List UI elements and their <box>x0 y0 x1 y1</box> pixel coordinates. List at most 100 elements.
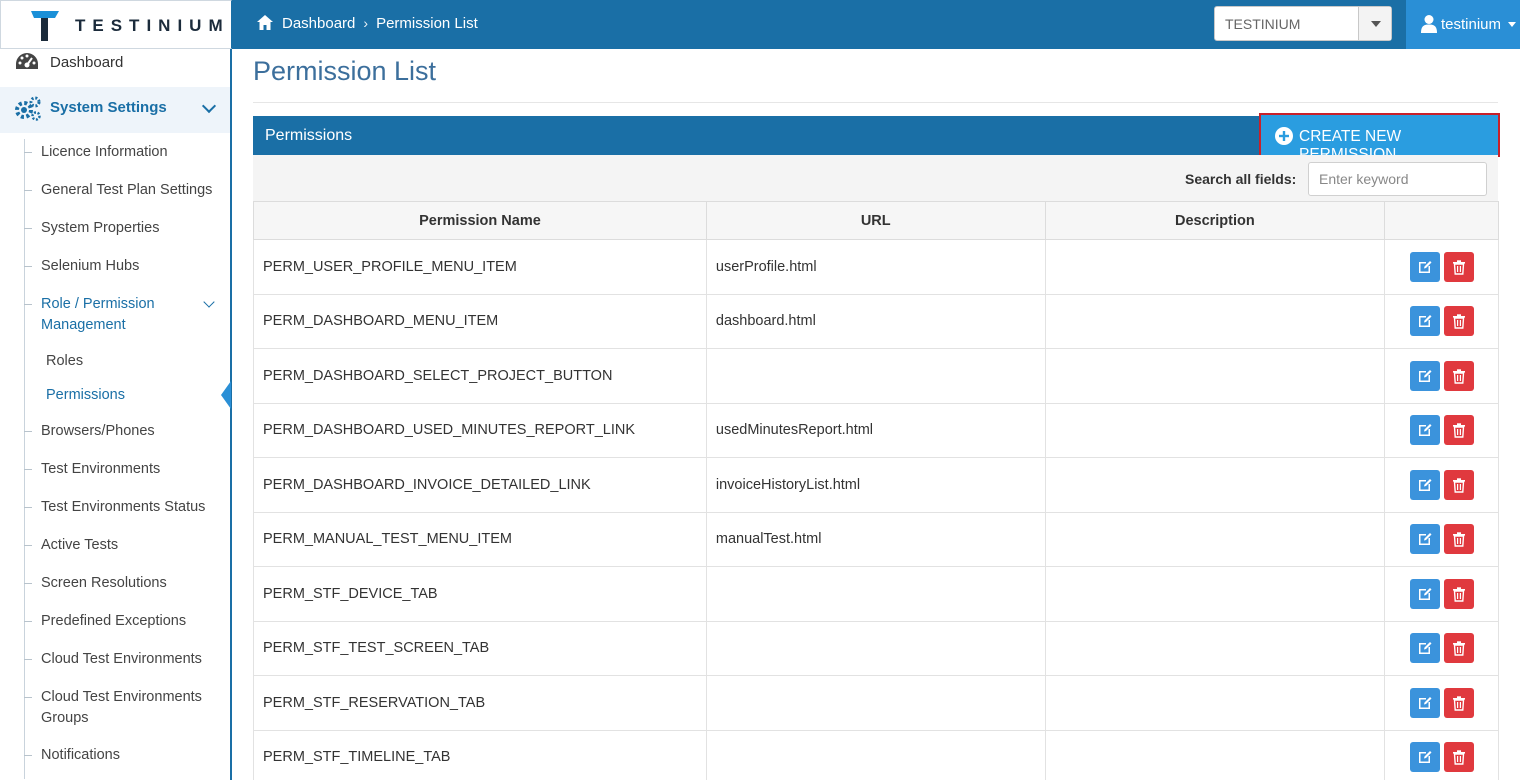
delete-button[interactable] <box>1443 360 1474 391</box>
trash-icon <box>1452 260 1465 275</box>
actions-cell <box>1384 348 1499 404</box>
description-cell <box>1044 348 1386 404</box>
edit-icon <box>1418 260 1432 273</box>
search-bar <box>253 155 1498 201</box>
trash-icon <box>1452 696 1465 711</box>
sidebar-item-role-permission-management[interactable]: Role / Permission Management <box>24 294 171 336</box>
edit-button[interactable] <box>1409 469 1440 500</box>
url-cell <box>705 620 1046 676</box>
description-cell <box>1044 675 1386 731</box>
trash-icon <box>1452 314 1465 329</box>
delete-button[interactable] <box>1443 251 1474 282</box>
tree-line <box>24 139 25 779</box>
delete-button[interactable] <box>1443 415 1474 446</box>
sidebar-item-browsers-phones[interactable]: Browsers/Phones <box>24 421 155 442</box>
trash-icon <box>1452 587 1465 602</box>
sidebar-item-general-test-plan-settings[interactable]: General Test Plan Settings <box>24 180 212 201</box>
table-row: PERM_MANUAL_TEST_MENU_ITEM manualTest.ht… <box>253 511 1499 567</box>
permission-name-cell: PERM_STF_TEST_SCREEN_TAB <box>253 620 707 676</box>
sidebar-item-cloud-test-environments-groups[interactable]: Cloud Test Environments Groups <box>24 687 216 729</box>
sidebar-item-roles[interactable]: Roles <box>46 353 84 369</box>
actions-cell <box>1384 729 1499 780</box>
top-bar: TESTINIUM Dashboard › Permission List TE… <box>0 0 1520 49</box>
sidebar-item-active-tests[interactable]: Active Tests <box>24 535 118 556</box>
actions-cell <box>1384 620 1499 676</box>
column-header-url[interactable]: URL <box>705 201 1046 240</box>
url-cell: manualTest.html <box>705 511 1046 567</box>
sidebar-item-cloud-test-environments[interactable]: Cloud Test Environments <box>24 649 202 670</box>
permission-name-cell: PERM_DASHBOARD_USED_MINUTES_REPORT_LINK <box>253 402 707 458</box>
sidebar-item-notifications[interactable]: Notifications <box>24 745 120 766</box>
delete-button[interactable] <box>1443 578 1474 609</box>
column-header-permission-name[interactable]: Permission Name <box>253 201 707 240</box>
sidebar-item-selenium-hubs[interactable]: Selenium Hubs <box>24 256 139 277</box>
trash-icon <box>1452 423 1465 438</box>
permission-name-cell: PERM_STF_DEVICE_TAB <box>253 566 707 622</box>
edit-button[interactable] <box>1409 524 1440 555</box>
description-cell <box>1044 239 1386 295</box>
permission-name-cell: PERM_DASHBOARD_INVOICE_DETAILED_LINK <box>253 457 707 513</box>
chevron-down-icon[interactable] <box>203 296 215 308</box>
sidebar-item-system-properties[interactable]: System Properties <box>24 218 159 239</box>
sidebar-item-test-environments-status[interactable]: Test Environments Status <box>24 497 205 518</box>
testinium-logo-icon <box>31 11 59 41</box>
sidebar-item-permissions[interactable]: Permissions <box>46 387 125 403</box>
actions-cell <box>1384 675 1499 731</box>
delete-button[interactable] <box>1443 306 1474 337</box>
home-icon[interactable] <box>256 14 274 32</box>
description-cell <box>1044 620 1386 676</box>
table-row: PERM_STF_TIMELINE_TAB <box>253 729 1499 780</box>
description-cell <box>1044 293 1386 349</box>
url-cell: dashboard.html <box>705 293 1046 349</box>
edit-button[interactable] <box>1409 687 1440 718</box>
project-select[interactable]: TESTINIUM <box>1214 6 1392 41</box>
column-header-description[interactable]: Description <box>1044 201 1386 240</box>
edit-icon <box>1418 642 1432 655</box>
trash-icon <box>1452 641 1465 656</box>
edit-button[interactable] <box>1409 742 1440 773</box>
edit-icon <box>1418 478 1432 491</box>
trash-icon <box>1452 532 1465 547</box>
create-new-permission-button[interactable]: CREATE NEW PERMISSION <box>1259 113 1500 163</box>
chevron-down-icon[interactable] <box>201 98 217 114</box>
delete-button[interactable] <box>1443 633 1474 664</box>
permission-name-cell: PERM_DASHBOARD_MENU_ITEM <box>253 293 707 349</box>
sidebar-item-system-settings[interactable]: System Settings <box>0 87 230 133</box>
dropdown-arrow-icon[interactable] <box>1358 7 1391 40</box>
sidebar-item-screen-resolutions[interactable]: Screen Resolutions <box>24 573 167 594</box>
logo[interactable]: TESTINIUM <box>0 0 232 49</box>
delete-button[interactable] <box>1443 469 1474 500</box>
breadcrumb-separator: › <box>363 15 369 31</box>
trash-icon <box>1452 750 1465 765</box>
url-cell <box>705 348 1046 404</box>
edit-button[interactable] <box>1409 633 1440 664</box>
edit-button[interactable] <box>1409 251 1440 282</box>
edit-button[interactable] <box>1409 415 1440 446</box>
trash-icon <box>1452 478 1465 493</box>
edit-button[interactable] <box>1409 306 1440 337</box>
sidebar-item-test-environments[interactable]: Test Environments <box>24 459 160 480</box>
edit-button[interactable] <box>1409 360 1440 391</box>
table-row: PERM_USER_PROFILE_MENU_ITEM userProfile.… <box>253 239 1499 295</box>
gears-icon <box>15 96 41 121</box>
delete-button[interactable] <box>1443 687 1474 718</box>
edit-icon <box>1418 751 1432 764</box>
dashboard-gauge-icon <box>16 53 38 69</box>
sidebar-item-licence-information[interactable]: Licence Information <box>24 142 168 163</box>
search-input[interactable] <box>1308 162 1487 196</box>
sidebar-item-predefined-exceptions[interactable]: Predefined Exceptions <box>24 611 186 632</box>
delete-button[interactable] <box>1443 524 1474 555</box>
user-menu[interactable]: testinium <box>1406 0 1520 49</box>
actions-cell <box>1384 293 1499 349</box>
sidebar-item-dashboard[interactable]: Dashboard <box>14 51 123 73</box>
url-cell <box>705 566 1046 622</box>
permission-name-cell: PERM_MANUAL_TEST_MENU_ITEM <box>253 511 707 567</box>
delete-button[interactable] <box>1443 742 1474 773</box>
user-icon <box>1421 15 1437 33</box>
edit-button[interactable] <box>1409 578 1440 609</box>
breadcrumb-dashboard-link[interactable]: Dashboard <box>282 14 356 32</box>
plus-circle-icon <box>1275 127 1293 145</box>
actions-cell <box>1384 566 1499 622</box>
table-row: PERM_DASHBOARD_SELECT_PROJECT_BUTTON <box>253 348 1499 404</box>
description-cell <box>1044 457 1386 513</box>
